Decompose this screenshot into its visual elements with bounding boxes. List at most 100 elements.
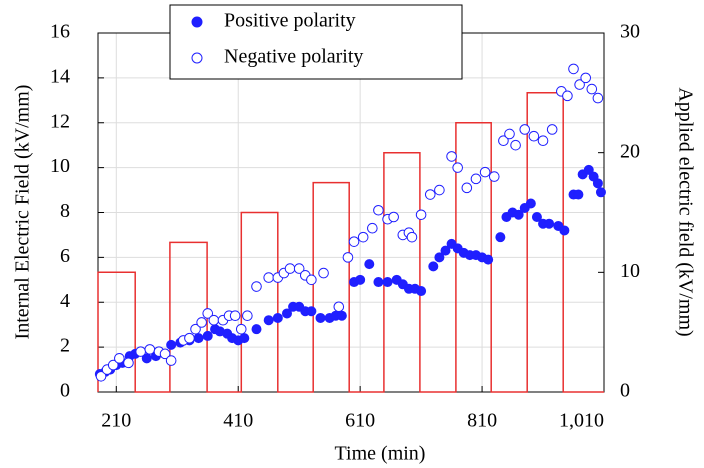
data-point xyxy=(144,344,156,355)
data-point xyxy=(196,317,207,328)
y-tick-label: 4 xyxy=(60,290,70,312)
data-point xyxy=(235,323,247,335)
x-tick-label: 410 xyxy=(223,410,253,432)
data-point xyxy=(428,261,439,272)
data-point xyxy=(208,314,220,326)
data-point xyxy=(284,263,296,274)
applied-field-line xyxy=(97,92,604,393)
data-point xyxy=(531,211,542,222)
data-point xyxy=(562,90,573,102)
data-point xyxy=(544,218,555,229)
data-point xyxy=(263,272,274,283)
data-point xyxy=(434,252,445,263)
data-point xyxy=(107,359,119,371)
data-point xyxy=(336,310,347,321)
data-point xyxy=(190,323,201,335)
data-point xyxy=(251,324,262,335)
data-point xyxy=(373,204,384,216)
data-point xyxy=(166,339,177,350)
x-tick-label: 810 xyxy=(467,410,497,432)
data-point xyxy=(251,281,262,292)
y-tick-label: 10 xyxy=(50,155,70,177)
data-point xyxy=(306,274,317,286)
data-point xyxy=(461,182,473,194)
data-point xyxy=(446,151,457,162)
data-point xyxy=(479,166,491,178)
data-point xyxy=(333,301,345,313)
data-point xyxy=(342,252,354,263)
data-point xyxy=(580,72,592,84)
y2-tick-label: 0 xyxy=(620,380,630,402)
data-point xyxy=(293,263,305,274)
data-point xyxy=(498,135,509,146)
data-point xyxy=(202,308,214,319)
y-tick-label: 2 xyxy=(60,335,70,357)
data-point xyxy=(528,130,540,142)
data-point xyxy=(424,189,436,200)
data-point xyxy=(586,83,598,95)
data-point xyxy=(415,209,427,221)
y-tick-label: 12 xyxy=(50,110,70,132)
x-tick-label: 610 xyxy=(345,410,375,432)
data-point xyxy=(406,231,418,243)
data-point xyxy=(595,187,606,198)
data-point xyxy=(434,184,445,196)
data-point xyxy=(513,209,524,220)
y2-tick-label: 30 xyxy=(620,21,640,43)
data-point xyxy=(388,211,399,223)
data-point xyxy=(559,225,570,236)
data-point xyxy=(315,312,326,323)
data-point xyxy=(135,346,146,357)
data-point xyxy=(574,79,585,90)
y2-axis-label: Applied electric field (kV/mm) xyxy=(674,87,696,336)
data-point xyxy=(583,164,594,175)
data-point xyxy=(193,333,204,344)
data-point xyxy=(364,259,375,270)
data-point xyxy=(546,124,558,135)
y-axis-label: Internal Electric Field (kV/mm) xyxy=(12,85,34,340)
x-axis-label: Time (min) xyxy=(335,443,426,465)
data-point xyxy=(306,306,317,317)
data-point xyxy=(367,222,378,234)
y-tick-label: 8 xyxy=(60,200,70,222)
data-point xyxy=(504,128,515,140)
y-tick-label: 14 xyxy=(50,65,70,87)
y2-tick-label: 10 xyxy=(620,260,640,282)
y2-tick-label: 20 xyxy=(620,140,640,162)
data-point xyxy=(141,353,152,364)
data-point xyxy=(537,135,549,146)
x-tick-label: 210 xyxy=(101,410,131,432)
data-point xyxy=(416,286,427,297)
data-point xyxy=(202,330,213,341)
data-point xyxy=(452,162,463,173)
data-point xyxy=(568,63,579,75)
data-point xyxy=(488,171,500,182)
data-point xyxy=(495,232,506,243)
data-point xyxy=(229,310,241,322)
data-point xyxy=(114,353,125,364)
data-point xyxy=(573,189,584,200)
data-point xyxy=(184,332,195,344)
legend-box xyxy=(169,4,463,80)
data-point xyxy=(483,254,494,265)
data-point xyxy=(281,308,292,319)
y-tick-label: 16 xyxy=(50,21,70,43)
data-point xyxy=(242,310,253,322)
data-point xyxy=(348,236,360,247)
data-point xyxy=(525,198,536,209)
data-point xyxy=(159,348,171,360)
legend-marker xyxy=(191,52,203,64)
data-point xyxy=(519,124,531,135)
data-point xyxy=(318,267,329,279)
data-point xyxy=(382,277,393,288)
data-point xyxy=(510,139,521,151)
data-point xyxy=(165,355,177,366)
y-tick-label: 6 xyxy=(60,245,70,267)
legend-marker xyxy=(191,16,203,28)
data-point xyxy=(470,173,482,185)
data-point xyxy=(123,357,134,369)
data-point xyxy=(355,274,366,285)
legend-label: Negative polarity xyxy=(224,46,363,68)
data-point xyxy=(440,245,451,256)
